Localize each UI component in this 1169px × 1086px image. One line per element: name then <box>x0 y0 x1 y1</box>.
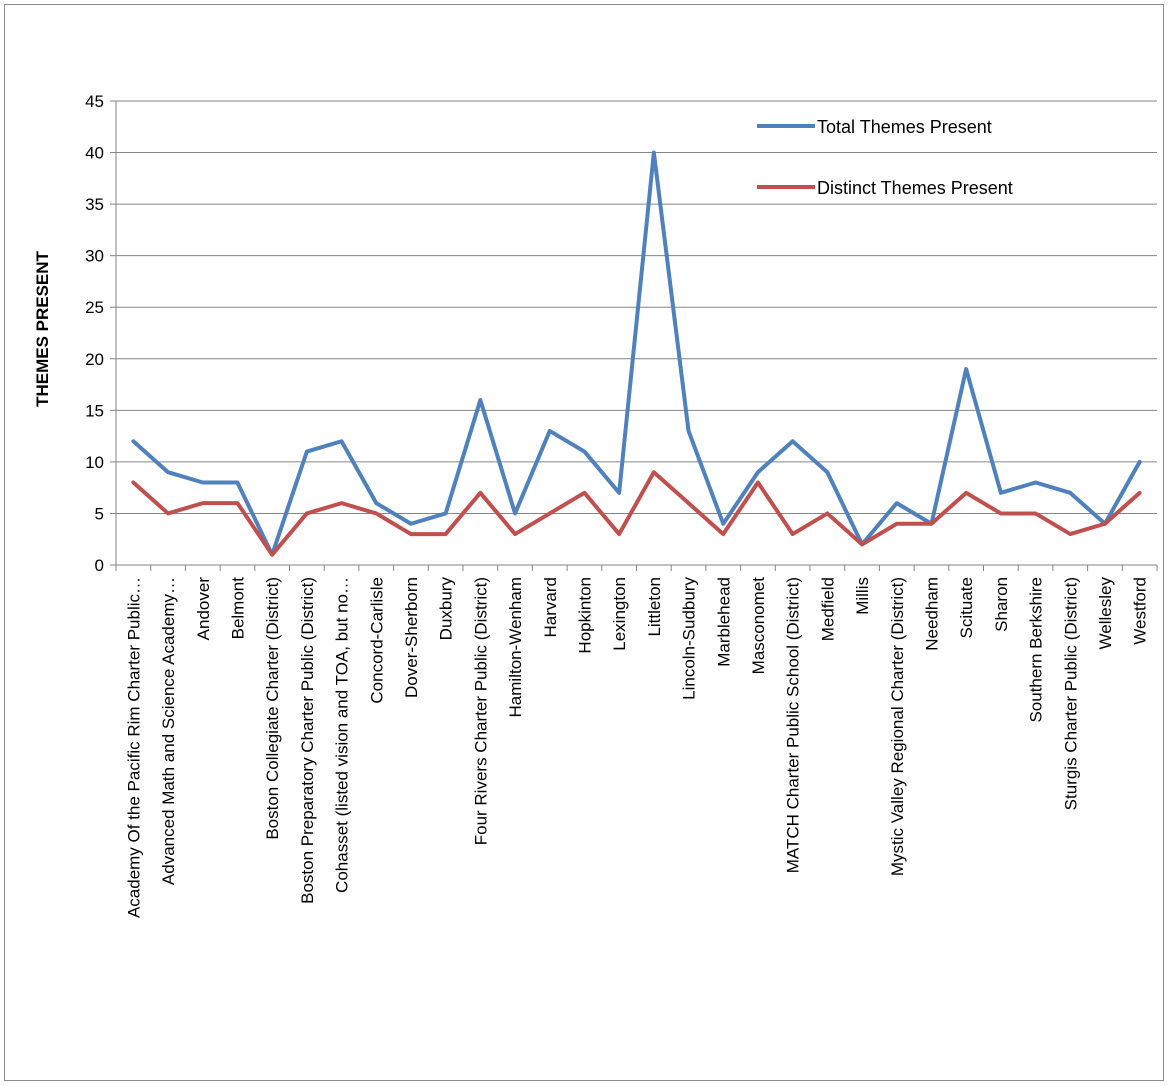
x-tick-label: Lincoln-Sudbury <box>680 577 699 700</box>
y-tick-label: 20 <box>85 350 104 369</box>
legend-label: Distinct Themes Present <box>817 178 1013 198</box>
y-tick-label: 10 <box>85 453 104 472</box>
x-tick-label: Southern Berkshire <box>1027 577 1046 723</box>
y-tick-labels: 0 5 10 15 20 25 30 35 40 45 <box>85 92 104 575</box>
x-tick-label: Hopkinton <box>575 577 594 654</box>
y-tick-label: 40 <box>85 144 104 163</box>
x-tick-label: Harvard <box>541 577 560 637</box>
x-tick-label: Medfield <box>818 577 837 641</box>
x-tick-label: Dover-Sherborn <box>402 577 421 698</box>
series-line-1 <box>131 150 1142 557</box>
legend-label: Total Themes Present <box>817 117 992 137</box>
axes <box>110 100 1158 571</box>
y-tick-label: 35 <box>85 195 104 214</box>
y-tick-label: 45 <box>85 92 104 111</box>
x-tick-label: Millis <box>853 577 872 615</box>
x-tick-labels: Academy Of the Pacific Rim Charter Publi… <box>124 577 1149 919</box>
x-tick-label: MATCH Charter Public School (District) <box>784 577 803 873</box>
x-tick-label: Boston Collegiate Charter (District) <box>263 577 282 840</box>
x-tick-label: Four Rivers Charter Public (District) <box>471 577 490 845</box>
x-tick-label: Cohasset (listed vision and TOA, but no… <box>333 577 352 893</box>
x-tick-label: Mystic Valley Regional Charter (District… <box>888 577 907 876</box>
y-tick-label: 30 <box>85 247 104 266</box>
x-tick-label: Marblehead <box>714 577 733 667</box>
x-tick-label: Sturgis Charter Public (District) <box>1061 577 1080 810</box>
series-lines <box>131 150 1142 557</box>
gridlines <box>116 100 1157 514</box>
x-tick-label: Westford <box>1131 577 1150 645</box>
y-tick-label: 25 <box>85 298 104 317</box>
x-tick-label: Scituate <box>957 577 976 638</box>
y-axis-label: THEMES PRESENT <box>33 250 52 406</box>
legend: Total Themes Present Distinct Themes Pres… <box>757 117 1013 198</box>
x-tick-label: Andover <box>194 577 213 641</box>
y-tick-label: 15 <box>85 401 104 420</box>
x-tick-label: Wellesley <box>1096 577 1115 650</box>
x-tick-label: Littleton <box>645 577 664 637</box>
x-tick-label: Boston Preparatory Charter Public (Distr… <box>298 577 317 904</box>
y-tick-label: 5 <box>95 504 104 523</box>
x-tick-label: Academy Of the Pacific Rim Charter Publi… <box>124 577 143 918</box>
x-tick-label: Advanced Math and Science Academy… <box>159 577 178 885</box>
x-tick-label: Belmont <box>228 577 247 640</box>
x-tick-label: Concord-Carlisle <box>367 577 386 704</box>
x-tick-label: Sharon <box>992 577 1011 632</box>
series-line-2 <box>131 470 1142 557</box>
x-tick-label: Lexington <box>610 577 629 651</box>
y-tick-label: 0 <box>95 556 104 575</box>
x-tick-label: Needham <box>922 577 941 651</box>
x-tick-label: Duxbury <box>437 577 456 641</box>
chart-frame <box>4 4 1164 1081</box>
x-tick-label: Hamilton-Wenham <box>506 577 525 717</box>
x-tick-label: Masconomet <box>749 577 768 675</box>
